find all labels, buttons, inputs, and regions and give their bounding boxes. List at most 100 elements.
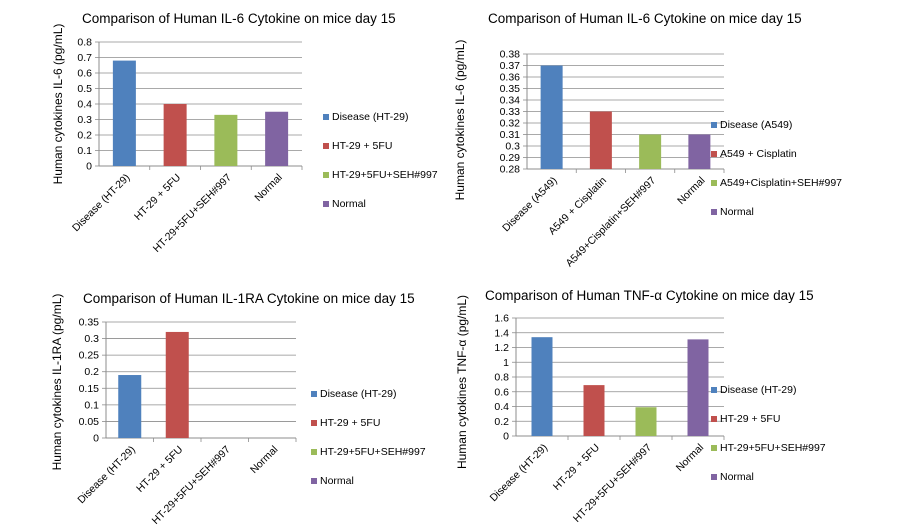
bar — [688, 134, 711, 169]
legend-swatch — [323, 143, 329, 149]
legend: Disease (HT-29) HT-29 + 5FU HT-29+5FU+SE… — [711, 383, 826, 499]
y-tick-label: 0.3 — [84, 333, 99, 345]
y-tick-label: 0.3 — [505, 141, 520, 153]
legend-swatch — [711, 387, 717, 393]
legend-item: Normal — [323, 197, 438, 211]
bar — [639, 134, 662, 169]
bar — [214, 114, 238, 166]
legend-swatch — [711, 416, 717, 422]
y-tick-label: 0.6 — [494, 386, 509, 398]
legend-item: HT-29+5FU+SEH#997 — [323, 168, 438, 182]
y-tick-label: 0.37 — [500, 60, 521, 72]
y-tick-label: 1.6 — [494, 313, 509, 325]
y-tick-label: 0.5 — [77, 83, 92, 95]
x-tick-label: Normal — [674, 442, 706, 474]
legend-item: HT-29+5FU+SEH#997 — [711, 441, 826, 455]
legend-label: A549+Cisplatin+SEH#997 — [720, 177, 843, 189]
x-tick-label: HT-29 + 5FU — [551, 442, 602, 493]
y-tick-label: 0.15 — [79, 383, 100, 395]
bar — [165, 331, 189, 438]
legend-label: HT-29 + 5FU — [720, 413, 781, 425]
legend-item: A549+Cisplatin+SEH#997 — [711, 176, 842, 190]
legend-label: Disease (HT-29) — [720, 384, 797, 396]
bar — [687, 339, 709, 436]
y-tick-label: 0.4 — [77, 99, 92, 111]
x-tick-label: HT-29 + 5FU — [132, 172, 183, 223]
y-tick-label: 0.3 — [77, 114, 92, 126]
legend-item: A549 + Cisplatin — [711, 147, 842, 161]
legend-item: Normal — [711, 470, 826, 484]
bar — [112, 60, 136, 166]
legend-label: HT-29 + 5FU — [320, 417, 381, 429]
legend-item: Normal — [311, 474, 426, 488]
y-tick-label: 0.25 — [79, 350, 100, 362]
legend-item: HT-29 + 5FU — [323, 139, 438, 153]
chart-title: Comparison of Human IL-6 Cytokine on mic… — [488, 11, 802, 26]
chart-il6-ht29: Comparison of Human IL-6 Cytokine on mic… — [0, 0, 448, 264]
legend-swatch — [311, 391, 317, 397]
chart-il6-a549: Comparison of Human IL-6 Cytokine on mic… — [448, 0, 897, 269]
y-tick-label: 0.35 — [79, 317, 100, 329]
y-tick-label: 0.05 — [79, 416, 100, 428]
legend-swatch — [311, 478, 317, 484]
legend-item: Disease (HT-29) — [711, 383, 826, 397]
legend-label: Normal — [720, 471, 754, 483]
legend-swatch — [323, 201, 329, 207]
legend-item: HT-29+5FU+SEH#997 — [311, 445, 426, 459]
y-tick-label: 0.1 — [77, 145, 92, 157]
y-tick-label: 0.32 — [500, 118, 521, 130]
legend-label: HT-29+5FU+SEH#997 — [332, 169, 438, 181]
y-tick-label: 0.7 — [77, 52, 92, 64]
plot-area: 0 0.05 0.1 0.15 0.2 0.25 0.3 0.35 Disease (HT-29… — [75, 317, 297, 527]
legend-item: Disease (HT-29) — [311, 387, 426, 401]
y-tick-label: 0.34 — [500, 95, 521, 107]
plot-area: 0 0.1 0.2 0.3 0.4 0.5 0.6 0.7 0.8 Disease (HT-29)… — [70, 37, 303, 255]
legend-swatch — [311, 420, 317, 426]
legend-swatch — [711, 474, 717, 480]
legend: Disease (A549) A549 + Cisplatin A549+Cis… — [711, 118, 842, 234]
legend-swatch — [711, 445, 717, 451]
x-tick-label: Disease (HT-29) — [75, 444, 138, 507]
x-tick-label: HT-29+5FU+SEH#997 — [150, 444, 233, 527]
x-tick-label: Disease (HT-29) — [70, 172, 133, 235]
legend-label: Disease (HT-29) — [332, 111, 409, 123]
legend-swatch — [711, 122, 717, 128]
legend-swatch — [711, 151, 717, 157]
y-tick-label: 0.1 — [84, 399, 99, 411]
legend-label: HT-29 + 5FU — [332, 140, 393, 152]
legend-label: Disease (A549) — [720, 119, 793, 131]
legend-item: HT-29 + 5FU — [711, 412, 826, 426]
legend-label: HT-29+5FU+SEH#997 — [720, 442, 826, 454]
y-tick-label: 0.35 — [500, 83, 521, 95]
y-tick-label: 0 — [86, 161, 92, 173]
y-tick-label: 0.33 — [500, 106, 521, 118]
y-tick-label: 0.4 — [494, 401, 509, 413]
bar — [118, 375, 142, 438]
legend-swatch — [711, 209, 717, 215]
bar — [531, 337, 553, 436]
y-tick-label: 0.8 — [494, 372, 509, 384]
x-tick-label: Normal — [248, 444, 280, 476]
legend-item: Normal — [711, 205, 842, 219]
y-tick-label: 0.28 — [500, 164, 521, 176]
bar — [589, 111, 612, 169]
legend-swatch — [323, 172, 329, 178]
legend-label: Normal — [332, 198, 366, 210]
plot-area: 0 0.2 0.4 0.6 0.8 1 1.2 1.4 1.6 Disease (HT-29) HT… — [488, 313, 725, 525]
y-tick-label: 0 — [93, 433, 99, 445]
chart-il1ra-ht29: Comparison of Human IL-1RA Cytokine on m… — [0, 264, 448, 529]
y-tick-label: 1 — [503, 357, 509, 369]
legend-swatch — [711, 180, 717, 186]
legend-item: Disease (HT-29) — [323, 110, 438, 124]
bar — [583, 385, 605, 436]
bar — [540, 65, 563, 169]
legend: Disease (HT-29) HT-29 + 5FU HT-29+5FU+SE… — [323, 110, 438, 226]
y-tick-label: 0.2 — [84, 366, 99, 378]
plot-area: 0.280.290.30.310.320.330.340.350.360.370… — [500, 49, 725, 269]
y-tick-label: 0.36 — [500, 72, 521, 84]
x-tick-label: Normal — [252, 172, 284, 204]
x-tick-label: HT-29 + 5FU — [134, 444, 185, 495]
legend: Disease (HT-29) HT-29 + 5FU HT-29+5FU+SE… — [311, 387, 426, 503]
legend-swatch — [323, 114, 329, 120]
chart-title: Comparison of Human IL-6 Cytokine on mic… — [82, 11, 396, 26]
